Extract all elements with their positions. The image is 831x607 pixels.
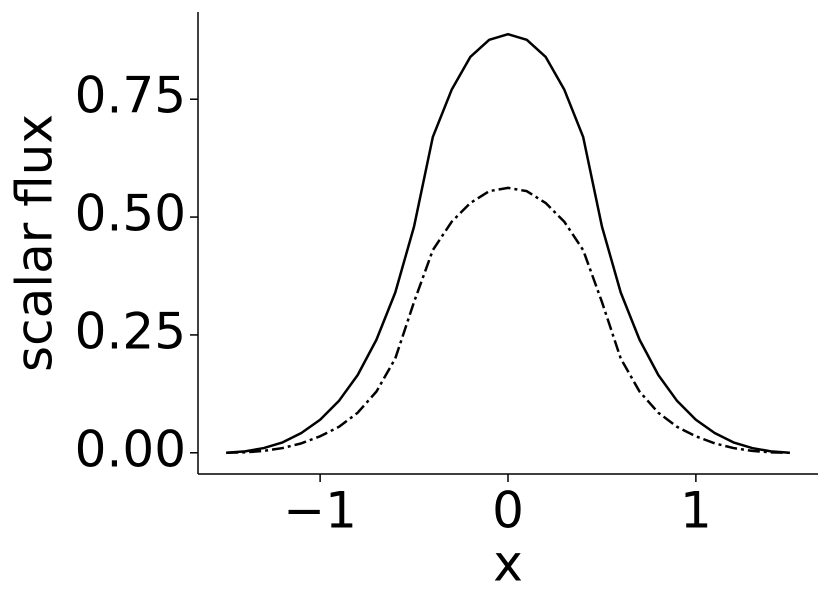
- y-tick-label: 0.25: [75, 302, 186, 360]
- line-series: [226, 186, 790, 455]
- x-tick-label: 1: [680, 482, 712, 540]
- x-tick-label: 0: [492, 482, 524, 540]
- y-tick-label: 0.00: [75, 420, 186, 478]
- y-axis-label: scalar flux: [6, 114, 64, 372]
- x-tick-label: −1: [283, 482, 357, 540]
- x-axis-label: x: [493, 535, 523, 593]
- y-tick-label: 0.75: [75, 67, 186, 125]
- line-series: [226, 32, 790, 455]
- y-tick-label: 0.50: [75, 185, 186, 243]
